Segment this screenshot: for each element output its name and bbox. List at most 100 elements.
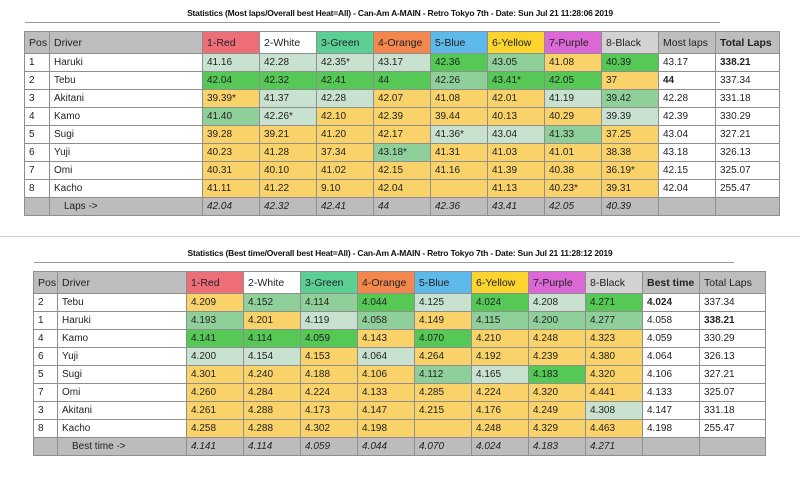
heat-cell: 41.01 bbox=[544, 143, 602, 162]
column-header: 2-White bbox=[243, 271, 301, 294]
total-laps-cell: 326.13 bbox=[715, 143, 780, 162]
summary-label: Best time -> bbox=[57, 437, 187, 456]
position-cell: 1 bbox=[33, 311, 58, 330]
driver-cell: Kamo bbox=[49, 107, 203, 126]
best-cell: 4.024 bbox=[642, 293, 700, 312]
driver-cell: Sugi bbox=[57, 365, 187, 384]
heat-cell: 4.064 bbox=[357, 347, 415, 366]
title-rule bbox=[34, 262, 734, 263]
table-row: 4 Kamo 4.141 4.114 4.059 4.143 4.070 4.210 4.248… bbox=[33, 329, 766, 348]
summary-spacer bbox=[642, 437, 700, 456]
column-header: 4-Orange bbox=[373, 31, 431, 54]
heat-cell: 39.42 bbox=[601, 89, 659, 108]
position-cell: 6 bbox=[24, 143, 50, 162]
summary-value: 42.04 bbox=[202, 197, 260, 216]
heat-cell: 40.38 bbox=[544, 161, 602, 180]
heat-cell: 4.277 bbox=[585, 311, 643, 330]
heat-cell: 4.173 bbox=[300, 401, 358, 420]
position-cell: 2 bbox=[24, 71, 50, 90]
column-header: 3-Green bbox=[300, 271, 358, 294]
heat-cell: 42.26* bbox=[259, 107, 317, 126]
heat-cell: 41.31 bbox=[430, 143, 488, 162]
heat-cell: 41.37 bbox=[259, 89, 317, 108]
table-row: 3 Akitani 39.39* 41.37 42.28 42.07 41.08 42.01 4… bbox=[24, 89, 780, 108]
heat-cell: 4.119 bbox=[300, 311, 358, 330]
heat-cell: 4.058 bbox=[357, 311, 415, 330]
heat-cell: 41.40 bbox=[202, 107, 260, 126]
heat-cell: 42.26 bbox=[430, 71, 488, 90]
best-cell: 4.064 bbox=[642, 347, 700, 366]
position-cell: 3 bbox=[24, 89, 50, 108]
heat-cell: 4.070 bbox=[414, 329, 472, 348]
heat-cell: 43.18* bbox=[373, 143, 431, 162]
heat-cell: 4.059 bbox=[300, 329, 358, 348]
driver-cell: Omi bbox=[49, 161, 203, 180]
driver-cell: Haruki bbox=[57, 311, 187, 330]
total-laps-cell: 327.21 bbox=[715, 125, 780, 144]
heat-cell: 42.28 bbox=[316, 89, 374, 108]
most-cell: 42.15 bbox=[658, 161, 716, 180]
table-row: 2 Tebu 4.209 4.152 4.114 4.044 4.125 4.024 4.208… bbox=[33, 293, 766, 312]
heat-cell: 4.208 bbox=[528, 293, 586, 312]
heat-cell: 40.23* bbox=[544, 179, 602, 198]
column-header: Total Laps bbox=[699, 271, 766, 294]
heat-cell: 41.39 bbox=[487, 161, 545, 180]
most-laps-title: Statistics (Most laps/Overall best Heat=… bbox=[187, 8, 613, 18]
most-cell: 42.28 bbox=[658, 89, 716, 108]
column-header: Driver bbox=[57, 271, 187, 294]
total-laps-cell: 327.21 bbox=[699, 365, 766, 384]
heat-cell: 4.302 bbox=[300, 419, 358, 438]
column-header: 2-White bbox=[259, 31, 317, 54]
total-laps-cell: 325.07 bbox=[715, 161, 780, 180]
summary-value: 4.271 bbox=[585, 437, 643, 456]
table-row: 2 Tebu 42.04 42.32 42.41 44 42.26 43.41* 42.05 37… bbox=[24, 71, 780, 90]
total-laps-cell: 325.07 bbox=[699, 383, 766, 402]
driver-cell: Haruki bbox=[49, 53, 203, 72]
summary-value: 4.114 bbox=[243, 437, 301, 456]
most-cell: 44 bbox=[658, 71, 716, 90]
heat-cell: 42.39 bbox=[373, 107, 431, 126]
column-header: 7-Purple bbox=[544, 31, 602, 54]
heat-cell: 42.17 bbox=[373, 125, 431, 144]
best-cell: 4.147 bbox=[642, 401, 700, 420]
best-cell: 4.133 bbox=[642, 383, 700, 402]
heat-cell: 42.28 bbox=[259, 53, 317, 72]
heat-cell: 4.288 bbox=[243, 419, 301, 438]
column-header: 8-Black bbox=[601, 31, 659, 54]
heat-cell: 39.28 bbox=[202, 125, 260, 144]
table-row: 8 Kacho 4.258 4.288 4.302 4.198 4.248 4.329 4.46… bbox=[33, 419, 766, 438]
column-header: 8-Black bbox=[585, 271, 643, 294]
driver-cell: Akitani bbox=[49, 89, 203, 108]
best-time-title: Statistics (Best time/Overall best Heat=… bbox=[187, 248, 613, 258]
heat-cell: 4.285 bbox=[414, 383, 472, 402]
summary-row: Best time -> 4.141 4.114 4.059 4.044 4.070 4.0… bbox=[33, 437, 766, 456]
column-header: 7-Purple bbox=[528, 271, 586, 294]
position-cell: 4 bbox=[33, 329, 58, 348]
summary-spacer bbox=[24, 197, 50, 216]
header-row: Pos Driver 1-Red 2-White 3-Green 4-Orange 5-Bl… bbox=[24, 31, 780, 54]
driver-cell: Tebu bbox=[49, 71, 203, 90]
heat-cell: 4.301 bbox=[186, 365, 244, 384]
table-row: 5 Sugi 39.28 39.21 41.20 42.17 41.36* 43.04 41.3… bbox=[24, 125, 780, 144]
driver-cell: Yuji bbox=[57, 347, 187, 366]
table-row: 1 Haruki 4.193 4.201 4.119 4.058 4.149 4.115 4.2… bbox=[33, 311, 766, 330]
most-cell: 42.04 bbox=[658, 179, 716, 198]
position-cell: 8 bbox=[33, 419, 58, 438]
best-time-sheet: Statistics (Best time/Overall best Heat=… bbox=[0, 238, 800, 481]
heat-cell: 4.329 bbox=[528, 419, 586, 438]
position-cell: 6 bbox=[33, 347, 58, 366]
driver-cell: Kacho bbox=[57, 419, 187, 438]
heat-cell: 4.193 bbox=[186, 311, 244, 330]
total-laps-cell: 255.47 bbox=[715, 179, 780, 198]
summary-value: 42.41 bbox=[316, 197, 374, 216]
heat-cell: 4.209 bbox=[186, 293, 244, 312]
heat-cell: 41.22 bbox=[259, 179, 317, 198]
table-row: 1 Haruki 41.16 42.28 42.35* 43.17 42.36 43.05 41… bbox=[24, 53, 780, 72]
heat-cell: 4.288 bbox=[243, 401, 301, 420]
heat-cell: 4.147 bbox=[357, 401, 415, 420]
heat-cell: 41.28 bbox=[259, 143, 317, 162]
heat-cell: 4.114 bbox=[243, 329, 301, 348]
heat-cell: 39.21 bbox=[259, 125, 317, 144]
heat-cell: 38.38 bbox=[601, 143, 659, 162]
driver-cell: Kamo bbox=[57, 329, 187, 348]
